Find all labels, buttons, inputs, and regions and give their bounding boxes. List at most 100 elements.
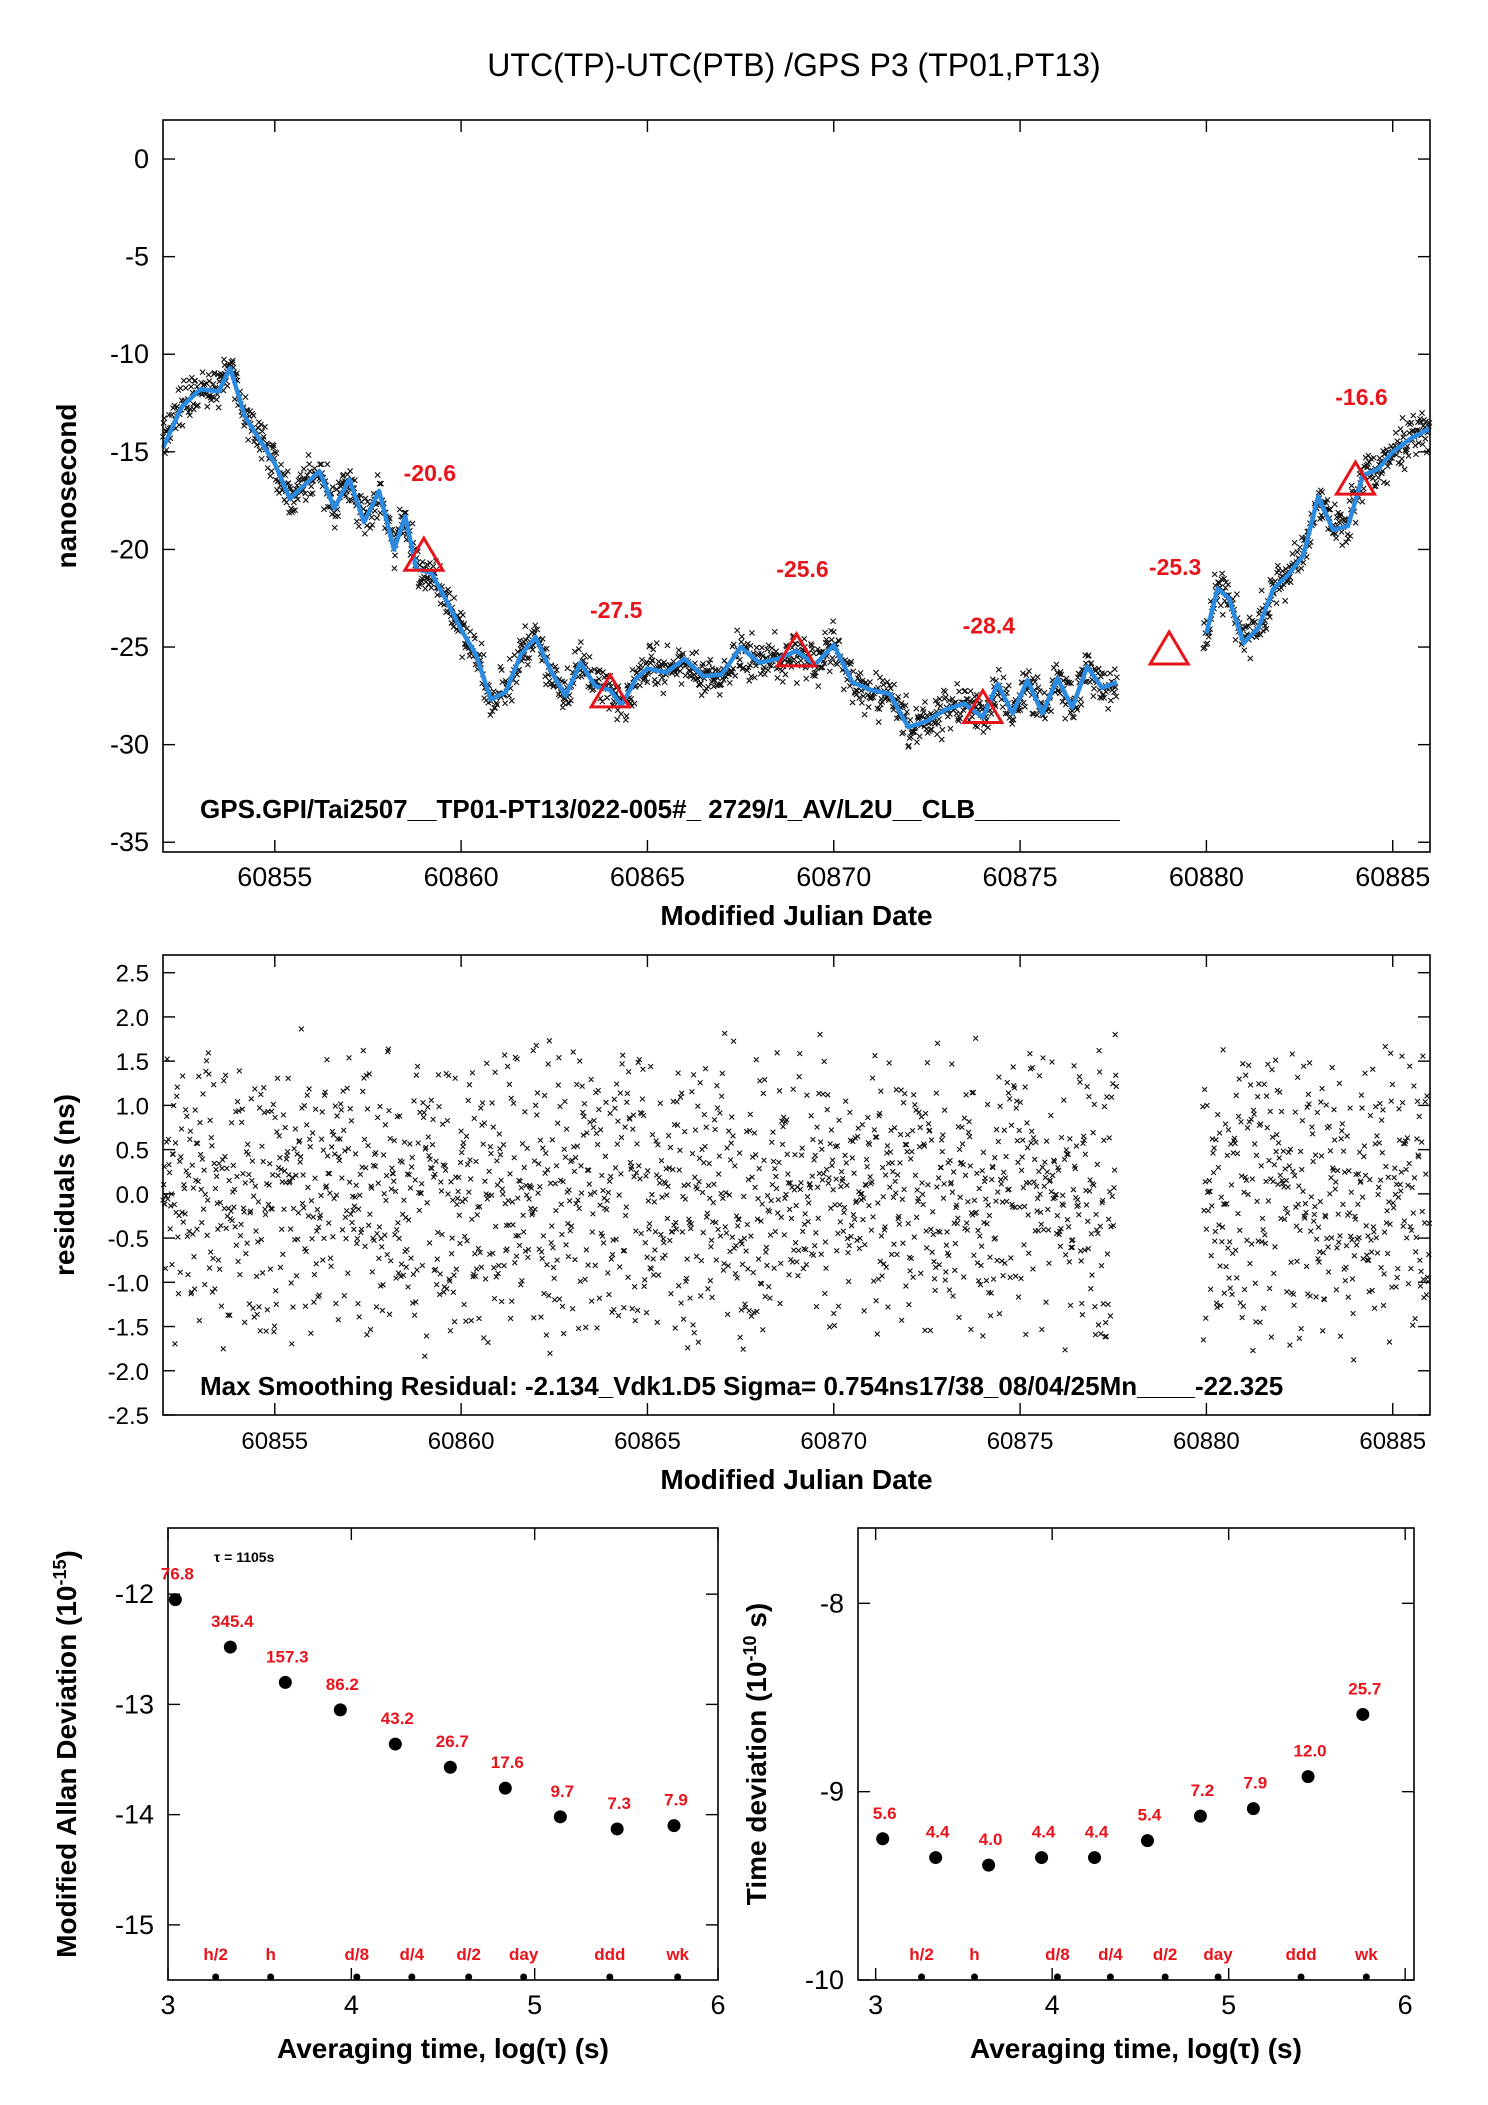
residual-point [1345,1294,1352,1300]
residual-point [325,1220,332,1226]
residual-point [1104,1251,1111,1257]
residual-point [1289,1051,1296,1057]
residual-point [1380,1107,1386,1113]
residual-point [1076,1211,1082,1218]
residual-point [1313,1236,1320,1242]
residual-point [313,1261,320,1267]
residual-point [256,1304,262,1310]
residual-point [768,1197,774,1204]
residual-point [737,1238,744,1244]
residual-point [624,1090,631,1097]
residual-point [1223,1201,1230,1207]
residual-point [982,1175,988,1181]
residual-point [409,1154,416,1161]
residual-point [1024,1120,1030,1126]
tdev-x-tick-label: 4 [1045,1990,1060,2020]
timeseries-point [662,661,669,668]
timeseries-point [577,639,584,646]
residual-point [1367,1112,1374,1119]
residual-point [773,1173,779,1180]
residual-point [605,1189,612,1196]
timeseries-point [699,660,706,667]
residual-point [353,1240,360,1247]
residual-point [836,1117,842,1124]
residual-point [673,1226,680,1232]
timeseries-point [409,520,416,527]
timeseries-point [430,563,437,570]
timeseries-point [747,642,754,649]
residual-point [267,1266,274,1272]
residual-point [1025,1250,1032,1257]
residual-point [367,1326,374,1333]
residual-point [1315,1224,1322,1230]
residual-point [743,1248,749,1254]
residual-point [1214,1111,1221,1118]
residual-point [860,1195,867,1202]
timeseries-point [974,723,981,730]
residual-point [1203,1315,1209,1321]
timeseries-point [329,484,336,491]
residual-point [738,1307,745,1313]
timeseries-point [526,655,533,662]
residual-point [918,1113,925,1120]
residual-point [596,1106,602,1113]
residual-point [692,1127,699,1133]
residual-point [1370,1224,1377,1230]
residual-point [339,1227,346,1233]
residual-point [741,1235,748,1242]
timeseries-point [305,452,312,458]
residual-point [531,1315,537,1321]
residual-point [905,1220,912,1227]
residuals-y-tick-label: 2.0 [116,1005,149,1032]
residual-point [978,1262,984,1269]
residual-point [1400,1223,1406,1230]
residual-point [427,1156,433,1163]
tdev-x-tick-label: 3 [868,1990,883,2020]
residual-point [596,1295,603,1301]
residual-point [464,1161,471,1168]
residual-point [896,1221,903,1227]
residual-point [495,1262,502,1269]
timeseries-point [1097,673,1104,680]
timeseries-point [1333,535,1340,542]
residual-point [208,1134,215,1141]
residual-point [354,1235,361,1242]
residual-point [355,1300,361,1307]
timeseries-point [653,640,660,647]
residual-point [1319,1085,1325,1092]
figure-title: UTC(TP)-UTC(PTB) /GPS P3 (TP01,PT13) [487,47,1100,83]
residual-point [223,1225,229,1232]
residual-point [835,1230,841,1237]
residual-point [883,1264,890,1270]
residual-point [296,1137,303,1144]
residual-point [433,1158,439,1165]
timeseries-point [1101,670,1108,677]
residual-point [1273,1148,1279,1155]
residual-point [311,1299,317,1305]
residual-point [260,1158,266,1165]
residual-point [1362,1070,1368,1077]
residual-point [904,1131,911,1138]
residual-point [554,1257,560,1263]
residual-point [797,1186,804,1193]
timeseries-point [769,645,776,652]
residual-point [1239,1060,1246,1067]
residual-point [1091,1101,1098,1108]
residual-point [473,1158,479,1165]
residual-point [844,1182,850,1189]
residual-point [366,1071,373,1077]
residual-point [1058,1225,1064,1232]
residual-point [952,1267,958,1274]
residual-point [563,1242,569,1248]
residual-point [650,1256,656,1262]
residual-point [595,1087,602,1094]
residual-point [1211,1238,1218,1244]
residual-point [988,1290,994,1296]
residual-point [714,1082,720,1089]
timeseries-point [361,530,368,537]
residual-point [1067,1302,1074,1309]
timeseries-point [748,673,755,680]
residual-point [1219,1238,1225,1245]
residual-point [342,1214,349,1221]
residual-point [939,1148,946,1155]
